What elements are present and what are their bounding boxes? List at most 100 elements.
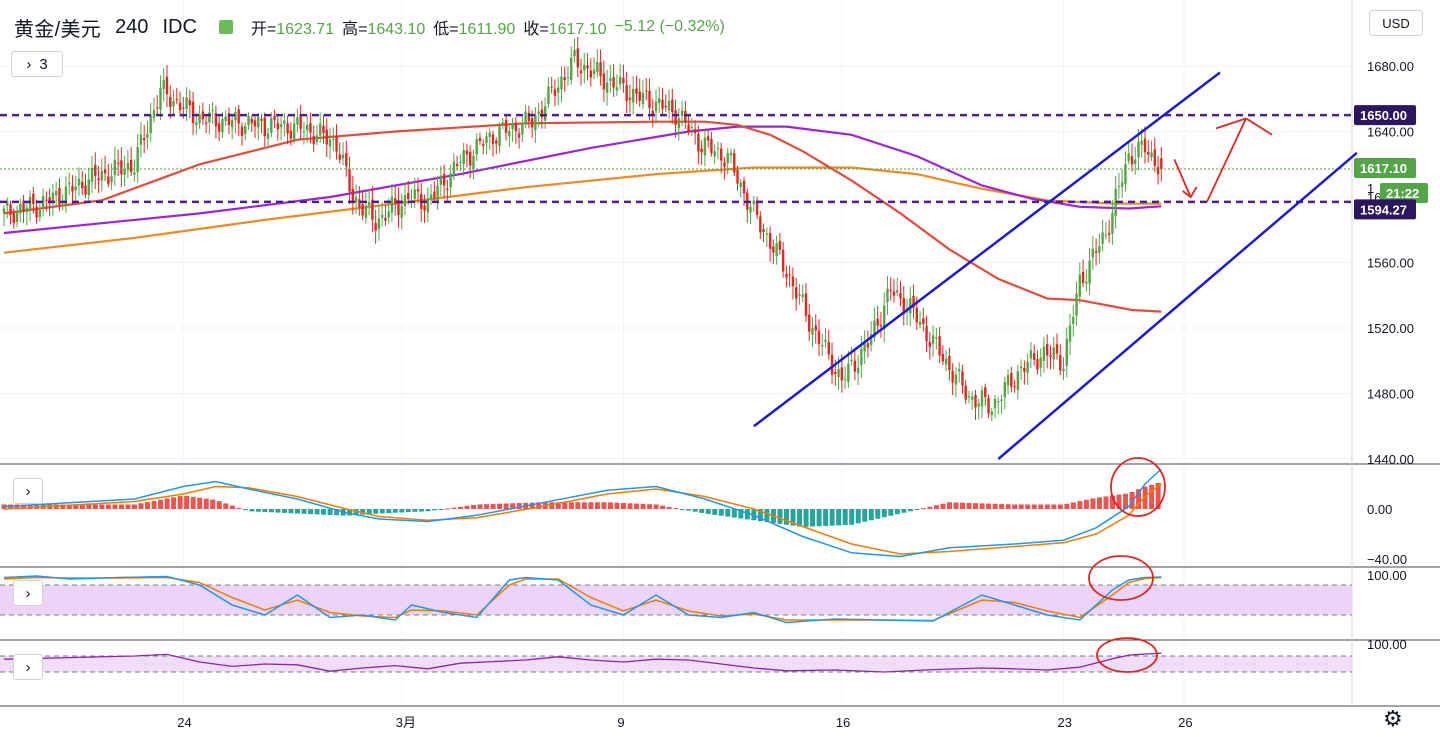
macd-histogram-bar (927, 506, 933, 509)
candle-body (1026, 361, 1029, 373)
stoch-pane-toggle[interactable]: › (13, 580, 43, 606)
candle (957, 362, 961, 383)
candle-body (1062, 368, 1065, 372)
candle (485, 131, 488, 155)
candle (576, 36, 579, 78)
candle (1036, 350, 1039, 375)
candle-body (1016, 371, 1020, 390)
candle (801, 284, 804, 302)
rsi-pane-toggle[interactable]: › (13, 654, 43, 680)
candle-body (974, 394, 977, 408)
macd-histogram-bar (366, 509, 372, 515)
candle-body (944, 358, 948, 365)
macd-histogram-bar (575, 502, 581, 509)
candle (312, 125, 315, 152)
macd-histogram-bar (1005, 504, 1011, 509)
candle (416, 177, 420, 204)
macd-histogram-bar (379, 509, 385, 514)
candle-body (1068, 325, 1072, 342)
candle (247, 112, 250, 130)
gear-icon[interactable]: ⚙ (1383, 706, 1403, 731)
change-value: −5.12 (−0.32%) (614, 18, 725, 35)
candle (211, 102, 214, 124)
candle (253, 116, 257, 139)
candle (204, 113, 208, 134)
candle-body (847, 363, 850, 382)
candle-body (570, 57, 573, 81)
candle (113, 146, 117, 186)
candle (997, 396, 1000, 414)
candle (1062, 357, 1065, 380)
candle (446, 179, 449, 203)
candle-body (742, 180, 746, 194)
macd-histogram-bar (405, 509, 411, 513)
candle (557, 77, 560, 106)
macd-histogram-bar (568, 502, 574, 509)
ma-price-tag: 1594.27 (1360, 202, 1407, 217)
candle (1094, 238, 1098, 266)
timeframe-label[interactable]: 240 (115, 15, 149, 38)
candle-body (801, 294, 804, 297)
countdown-tag-bg (1380, 182, 1428, 203)
candle-body (204, 122, 208, 124)
candle-body (253, 120, 257, 127)
candle-body (967, 396, 971, 398)
candle-body (142, 138, 146, 141)
candle (1130, 143, 1134, 172)
candle (589, 58, 592, 87)
last-price-tag: 1617.10 (1360, 161, 1407, 176)
candle-body (508, 131, 511, 137)
candle (263, 112, 266, 147)
candle-body (951, 370, 954, 383)
candle-body (227, 113, 231, 126)
candle (367, 188, 371, 216)
macd-histogram-bar (797, 509, 803, 527)
last-price-tag-bg (1354, 157, 1416, 178)
candle (77, 167, 81, 196)
macd-histogram-bar (451, 507, 457, 509)
candle-body (781, 249, 785, 272)
candle-body (883, 305, 886, 330)
symbol-name[interactable]: 黄金/美元 (14, 18, 102, 41)
candle-body (1117, 185, 1121, 187)
candle-body (915, 307, 918, 323)
candle-body (557, 87, 560, 93)
candlestick-series[interactable] (2, 36, 1163, 422)
candle-body (749, 206, 752, 213)
candle (178, 91, 182, 117)
candle-body (175, 99, 178, 101)
macd-histogram-bar (634, 503, 640, 509)
chevron-right-icon: › (25, 584, 31, 602)
candle-body (560, 76, 563, 90)
currency-button[interactable]: USD (1369, 10, 1423, 36)
candle-body (292, 123, 296, 141)
candle (1049, 345, 1052, 370)
candle (687, 114, 690, 136)
candle (726, 147, 729, 175)
candle-body (325, 129, 328, 145)
candle-body (247, 115, 250, 126)
macd-pane-toggle[interactable]: › (13, 478, 43, 504)
x-tick-label: 26 (1178, 715, 1192, 730)
candle-body (586, 65, 589, 69)
candle-body (64, 186, 68, 205)
candle-body (1019, 366, 1023, 369)
candle-body (97, 178, 100, 181)
candle (1114, 176, 1117, 229)
candle-body (485, 136, 488, 144)
candle (142, 125, 146, 154)
candle-body (889, 290, 892, 292)
arrowhead (1182, 186, 1198, 199)
candle-body (335, 136, 338, 152)
candle-body (765, 233, 769, 235)
macd-histogram-bar (960, 502, 966, 509)
candle (700, 140, 703, 165)
candle (139, 121, 143, 158)
candle-body (159, 87, 162, 110)
macd-histogram-bar (275, 509, 281, 513)
indicators-toggle-button[interactable]: › 3 (11, 51, 63, 77)
candle-body (188, 100, 192, 106)
candle-body (217, 123, 221, 132)
data-source-label: IDC (162, 15, 197, 38)
candle (364, 192, 368, 225)
